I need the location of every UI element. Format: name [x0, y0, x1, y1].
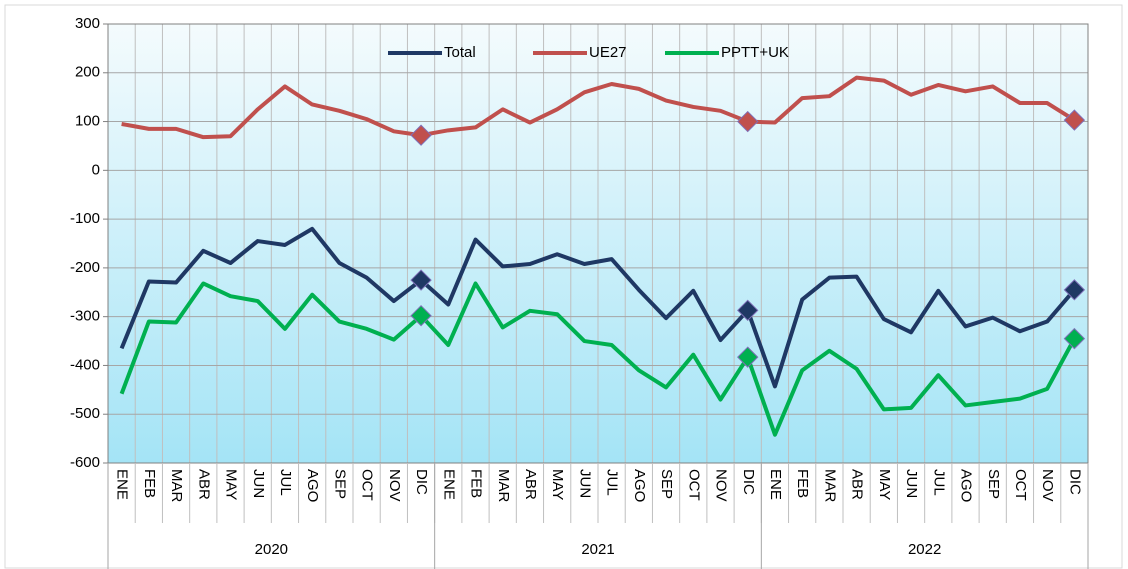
x-tick-label: AGO [958, 469, 975, 502]
y-tick-label: 300 [75, 15, 100, 32]
series-marker [737, 110, 759, 133]
y-tick-label: -400 [70, 356, 100, 373]
y-tick-label: -600 [70, 454, 100, 471]
x-tick-label: SEP [658, 469, 675, 499]
x-tick-label: NOV [386, 469, 403, 502]
series-marker [737, 299, 759, 322]
y-tick-label: -100 [70, 210, 100, 227]
x-tick-label: ABR [195, 469, 212, 500]
series-line [119, 281, 1077, 437]
x-tick-label: DIC [740, 469, 757, 495]
x-tick-label: MAY [876, 469, 893, 500]
x-tick-label: JUL [930, 469, 947, 496]
x-tick-label: JUN [250, 469, 267, 498]
x-tick-label: FEB [468, 469, 485, 498]
x-tick-label: FEB [141, 469, 158, 498]
x-tick-label: DIC [1066, 469, 1083, 495]
x-tick-label: JUN [576, 469, 593, 498]
x-tick-label: SEP [985, 469, 1002, 499]
y-tick-label: -500 [70, 405, 100, 422]
x-tick-label: SEP [331, 469, 348, 499]
frame [4, 4, 1123, 569]
series-marker [410, 269, 432, 291]
x-tick-label: JUN [903, 469, 920, 498]
x-tick-label: ABR [849, 469, 866, 500]
x-tick-label: OCT [685, 469, 702, 501]
x-tick-label: MAY [549, 469, 566, 500]
x-tick-label: MAR [168, 469, 185, 503]
series-marker [737, 346, 759, 368]
y-tick-label: 100 [75, 113, 100, 130]
x-tick-label: ENE [767, 469, 784, 500]
x-tick-label: OCT [359, 469, 376, 501]
series-marker [410, 124, 432, 146]
series-marker [1063, 327, 1086, 350]
x-tick-label: MAY [223, 469, 240, 500]
legend-label: PPTT+UK [721, 44, 789, 61]
group-label: 2020 [255, 541, 288, 558]
x-tick-label: NOV [713, 469, 730, 502]
x-tick-label: MAR [821, 469, 838, 503]
group-label: 2021 [581, 541, 614, 558]
y-tick-label: 200 [75, 64, 100, 81]
x-tick-label: ABR [522, 469, 539, 500]
x-tick-label: FEB [794, 469, 811, 498]
x-tick-label: ENE [114, 469, 131, 500]
y-tick-label: 0 [92, 161, 100, 178]
y-tick-label: -300 [70, 308, 100, 325]
x-tick-label: ENE [440, 469, 457, 500]
y-tick-label: -200 [70, 259, 100, 276]
x-tick-label: JUL [277, 469, 294, 496]
x-tick-label: OCT [1012, 469, 1029, 501]
x-tick-label: AGO [631, 469, 648, 502]
series-marker [1063, 279, 1086, 301]
series-line [121, 75, 1076, 140]
legend-label: UE27 [589, 44, 627, 61]
x-tick-label: AGO [304, 469, 321, 502]
series-marker [1063, 109, 1086, 131]
legend-label: Total [444, 44, 476, 61]
x-tick-label: DIC [413, 469, 430, 495]
x-tick-label: MAR [495, 469, 512, 503]
series-line [119, 226, 1076, 389]
x-tick-label: NOV [1039, 469, 1056, 502]
x-tick-label: JUL [604, 469, 621, 496]
series-marker [410, 304, 432, 327]
group-label: 2022 [908, 541, 941, 558]
